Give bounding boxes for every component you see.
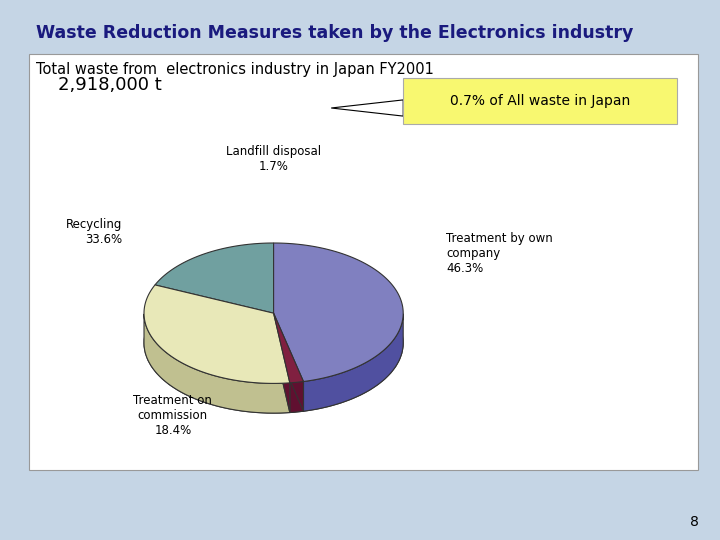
Text: Waste Reduction Measures taken by the Electronics industry: Waste Reduction Measures taken by the El… [36,24,634,42]
Polygon shape [290,382,303,413]
Polygon shape [274,243,403,382]
Polygon shape [144,285,290,383]
Polygon shape [274,313,303,411]
Polygon shape [274,313,303,411]
Polygon shape [274,313,303,383]
Text: Landfill disposal
1.7%: Landfill disposal 1.7% [226,145,321,173]
Text: Treatment by own
company
46.3%: Treatment by own company 46.3% [446,232,553,275]
Polygon shape [303,314,403,411]
Polygon shape [155,243,274,313]
FancyBboxPatch shape [29,54,698,470]
Polygon shape [144,314,290,413]
FancyBboxPatch shape [403,78,677,124]
Polygon shape [274,313,290,413]
Text: Recycling
33.6%: Recycling 33.6% [66,218,122,246]
Polygon shape [331,100,403,116]
Text: Total waste from  electronics industry in Japan FY2001: Total waste from electronics industry in… [36,62,434,77]
Polygon shape [274,313,290,413]
Text: 8: 8 [690,515,698,529]
Text: 2,918,000 t: 2,918,000 t [58,76,161,93]
Ellipse shape [144,273,403,413]
Text: Treatment on
commission
18.4%: Treatment on commission 18.4% [133,394,212,437]
Text: 0.7% of All waste in Japan: 0.7% of All waste in Japan [450,94,630,108]
